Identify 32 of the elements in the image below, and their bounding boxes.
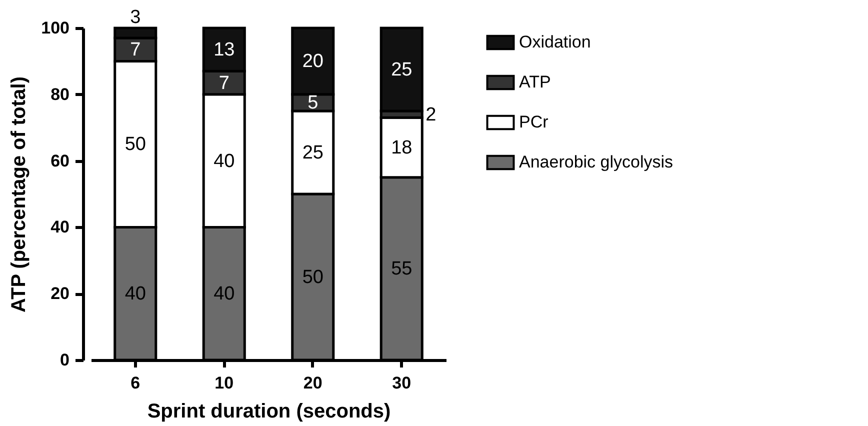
y-axis-title: ATP (percentage of total): [8, 76, 30, 312]
data-label: 25: [391, 60, 412, 80]
data-label: 7: [130, 40, 141, 61]
legend-label: Anaerobic glycolysis: [519, 152, 674, 172]
y-tick-label: 20: [50, 284, 70, 304]
y-tick-label: 100: [41, 18, 70, 38]
data-label: 25: [302, 142, 324, 164]
data-label: 50: [124, 134, 146, 156]
legend-label: ATP: [519, 72, 551, 92]
data-label: 18: [391, 138, 412, 159]
y-tick-label: 0: [60, 350, 70, 370]
y-tick-label: 60: [50, 151, 70, 170]
x-tick-label: 10: [214, 374, 234, 392]
x-tick-label: 30: [392, 374, 412, 392]
data-label: 40: [214, 150, 235, 172]
data-label: 5: [308, 92, 318, 114]
data-label: 50: [302, 267, 324, 288]
x-tick-label: 6: [130, 374, 140, 392]
data-label: 13: [214, 40, 235, 61]
legend-label: Oxidation: [519, 32, 591, 52]
data-label: 40: [124, 284, 146, 305]
data-label: 2: [426, 104, 436, 126]
y-tick-label: 80: [50, 84, 70, 104]
y-tick-label: 40: [50, 218, 70, 237]
data-label: 3: [130, 7, 141, 28]
data-label: 40: [214, 284, 235, 305]
x-tick-label: 20: [303, 374, 322, 392]
data-label: 55: [391, 258, 412, 280]
data-label: 20: [302, 51, 324, 72]
data-label: 7: [218, 72, 230, 94]
legend-label: PCr: [519, 112, 549, 132]
x-axis-title: Sprint duration (seconds): [147, 400, 391, 422]
